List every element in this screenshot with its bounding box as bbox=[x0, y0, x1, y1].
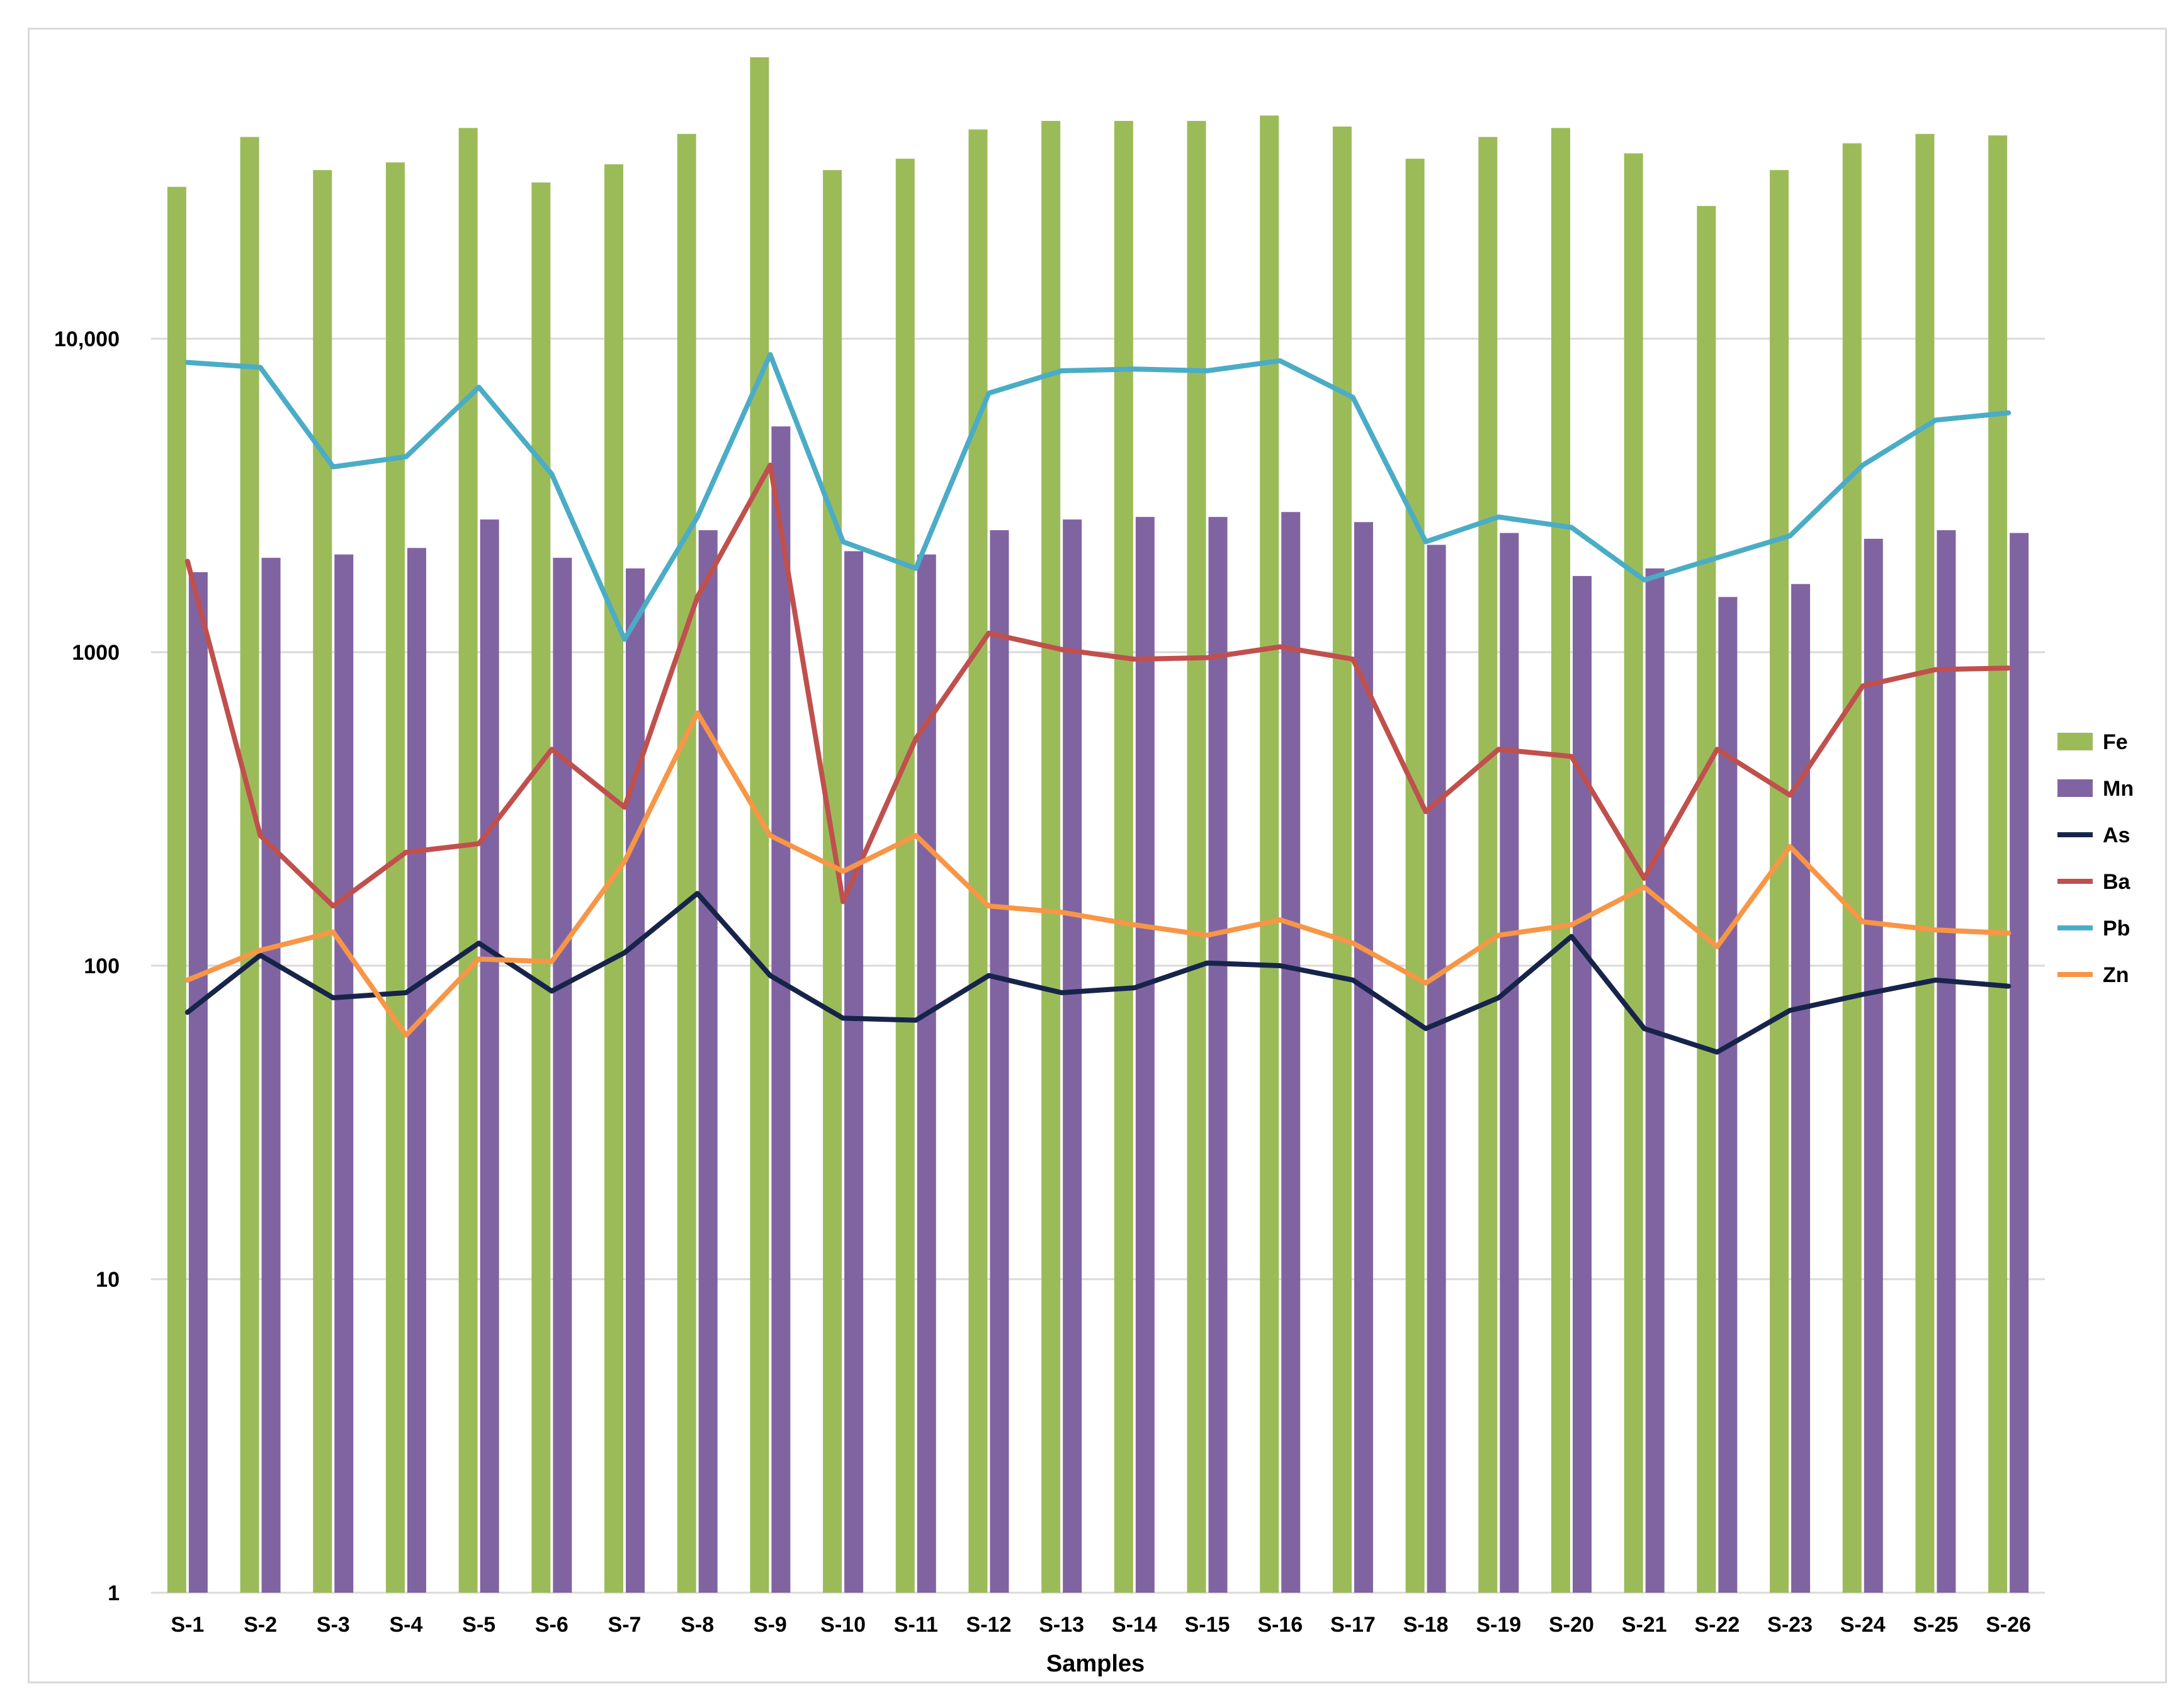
x-tick-label-s-21: S-21 bbox=[1622, 1613, 1667, 1637]
bar-fe-s-20 bbox=[1551, 128, 1570, 1593]
x-tick-label-s-14: S-14 bbox=[1112, 1613, 1157, 1637]
bar-fe-s-1 bbox=[167, 186, 186, 1593]
bar-fe-s-4 bbox=[385, 162, 405, 1593]
bar-mn-s-21 bbox=[1645, 568, 1665, 1593]
bar-mn-s-23 bbox=[1791, 584, 1811, 1593]
bar-mn-s-25 bbox=[1937, 530, 1956, 1593]
x-tick-label-s-22: S-22 bbox=[1694, 1613, 1740, 1637]
x-tick-label-s-25: S-25 bbox=[1913, 1613, 1959, 1637]
bar-fe-s-24 bbox=[1842, 143, 1862, 1593]
bar-mn-s-1 bbox=[188, 572, 208, 1593]
x-tick-label-s-2: S-2 bbox=[244, 1613, 277, 1637]
x-tick-label-s-10: S-10 bbox=[820, 1613, 866, 1637]
line-as bbox=[184, 891, 2011, 1055]
bar-mn-s-3 bbox=[334, 554, 354, 1593]
bar-mn-s-14 bbox=[1135, 517, 1155, 1593]
bar-mn-s-7 bbox=[626, 568, 645, 1593]
bar-mn-s-16 bbox=[1281, 512, 1301, 1593]
y-axis-ticks: 1 10 100 1000 10,000 bbox=[54, 327, 120, 1605]
x-tick-label-s-9: S-9 bbox=[754, 1613, 787, 1637]
bar-mn-s-12 bbox=[990, 530, 1009, 1593]
y-tick-label-1: 1 bbox=[108, 1581, 120, 1605]
bar-fe-s-12 bbox=[968, 129, 988, 1593]
x-tick-label-s-17: S-17 bbox=[1330, 1613, 1376, 1637]
bar-fe-s-26 bbox=[1988, 135, 2008, 1593]
bar-fe-s-3 bbox=[313, 170, 332, 1593]
bar-mn-s-9 bbox=[771, 426, 791, 1593]
x-tick-label-s-5: S-5 bbox=[462, 1613, 495, 1637]
x-axis-title: Samples bbox=[1046, 1651, 1145, 1677]
legend-swatch-fe bbox=[2057, 733, 2093, 750]
bar-fe-s-19 bbox=[1478, 137, 1498, 1593]
bar-fe-s-5 bbox=[458, 128, 478, 1593]
bar-fe-s-13 bbox=[1041, 121, 1061, 1593]
x-tick-label-s-11: S-11 bbox=[894, 1613, 938, 1637]
bar-mn-s-15 bbox=[1208, 517, 1228, 1593]
legend-label-fe: Fe bbox=[2103, 730, 2128, 754]
legend-label-pb: Pb bbox=[2103, 917, 2130, 941]
bar-mn-s-19 bbox=[1500, 533, 1519, 1593]
bars bbox=[167, 57, 2029, 1593]
x-tick-label-s-18: S-18 bbox=[1403, 1613, 1449, 1637]
bar-fe-s-17 bbox=[1332, 127, 1352, 1593]
legend-label-zn: Zn bbox=[2103, 963, 2129, 987]
x-tick-label-s-16: S-16 bbox=[1257, 1613, 1303, 1637]
legend-label-as: As bbox=[2103, 823, 2130, 847]
bar-fe-s-18 bbox=[1405, 159, 1425, 1593]
x-tick-label-s-24: S-24 bbox=[1840, 1613, 1886, 1637]
bar-fe-s-11 bbox=[895, 159, 915, 1593]
x-tick-label-s-4: S-4 bbox=[389, 1613, 422, 1637]
x-tick-label-s-13: S-13 bbox=[1039, 1613, 1084, 1637]
line-pb bbox=[184, 352, 2011, 642]
grid bbox=[151, 337, 2045, 1594]
bar-fe-s-16 bbox=[1260, 115, 1279, 1593]
x-tick-label-s-19: S-19 bbox=[1476, 1613, 1521, 1637]
legend-swatch-mn bbox=[2057, 779, 2093, 797]
line-ba bbox=[184, 462, 2011, 909]
bar-fe-s-15 bbox=[1187, 121, 1206, 1593]
x-tick-label-s-8: S-8 bbox=[681, 1613, 714, 1637]
legend-label-mn: Mn bbox=[2103, 777, 2134, 801]
x-tick-label-s-20: S-20 bbox=[1549, 1613, 1594, 1637]
legend: Fe Mn As Ba Pb Zn bbox=[2057, 730, 2134, 987]
bar-mn-s-20 bbox=[1573, 575, 1592, 1593]
bar-mn-s-5 bbox=[480, 519, 499, 1593]
y-tick-label-10: 10 bbox=[96, 1268, 120, 1292]
bar-fe-s-2 bbox=[240, 137, 259, 1593]
x-tick-label-s-7: S-7 bbox=[608, 1613, 642, 1637]
legend-label-ba: Ba bbox=[2103, 870, 2131, 894]
bar-fe-s-23 bbox=[1770, 170, 1789, 1593]
bar-mn-s-8 bbox=[698, 530, 718, 1593]
lines bbox=[184, 352, 2011, 1055]
bar-mn-s-13 bbox=[1063, 519, 1082, 1593]
bar-fe-s-14 bbox=[1114, 121, 1133, 1593]
x-tick-label-s-1: S-1 bbox=[171, 1613, 204, 1637]
bar-mn-s-26 bbox=[2010, 533, 2029, 1593]
x-tick-label-s-6: S-6 bbox=[535, 1613, 569, 1637]
bar-fe-s-6 bbox=[531, 182, 551, 1593]
x-tick-label-s-26: S-26 bbox=[1986, 1613, 2031, 1637]
bar-mn-s-2 bbox=[261, 558, 281, 1593]
y-tick-label-10-000: 10,000 bbox=[54, 327, 120, 351]
bar-fe-s-22 bbox=[1697, 206, 1716, 1593]
chart-frame bbox=[28, 28, 2167, 1683]
bar-mn-s-22 bbox=[1718, 597, 1738, 1593]
y-tick-label-100: 100 bbox=[84, 954, 120, 978]
bar-mn-s-4 bbox=[407, 548, 426, 1593]
bar-mn-s-6 bbox=[553, 558, 572, 1593]
x-tick-label-s-23: S-23 bbox=[1767, 1613, 1813, 1637]
bar-mn-s-18 bbox=[1427, 545, 1446, 1593]
bar-mn-s-24 bbox=[1864, 538, 1883, 1593]
bar-mn-s-10 bbox=[844, 551, 864, 1593]
x-tick-label-s-15: S-15 bbox=[1185, 1613, 1230, 1637]
bar-fe-s-8 bbox=[677, 133, 696, 1593]
x-tick-label-s-12: S-12 bbox=[966, 1613, 1012, 1637]
bar-fe-s-25 bbox=[1915, 133, 1935, 1593]
x-tick-label-s-3: S-3 bbox=[317, 1613, 350, 1637]
x-axis-ticks: S-1 S-2 S-3 S-4 S-5 S-6 S-7 S-8 S-9 S-10 S-11 S-12 S… bbox=[171, 1613, 2031, 1637]
y-tick-label-1000: 1000 bbox=[72, 641, 120, 665]
line-zn bbox=[184, 710, 2011, 1038]
